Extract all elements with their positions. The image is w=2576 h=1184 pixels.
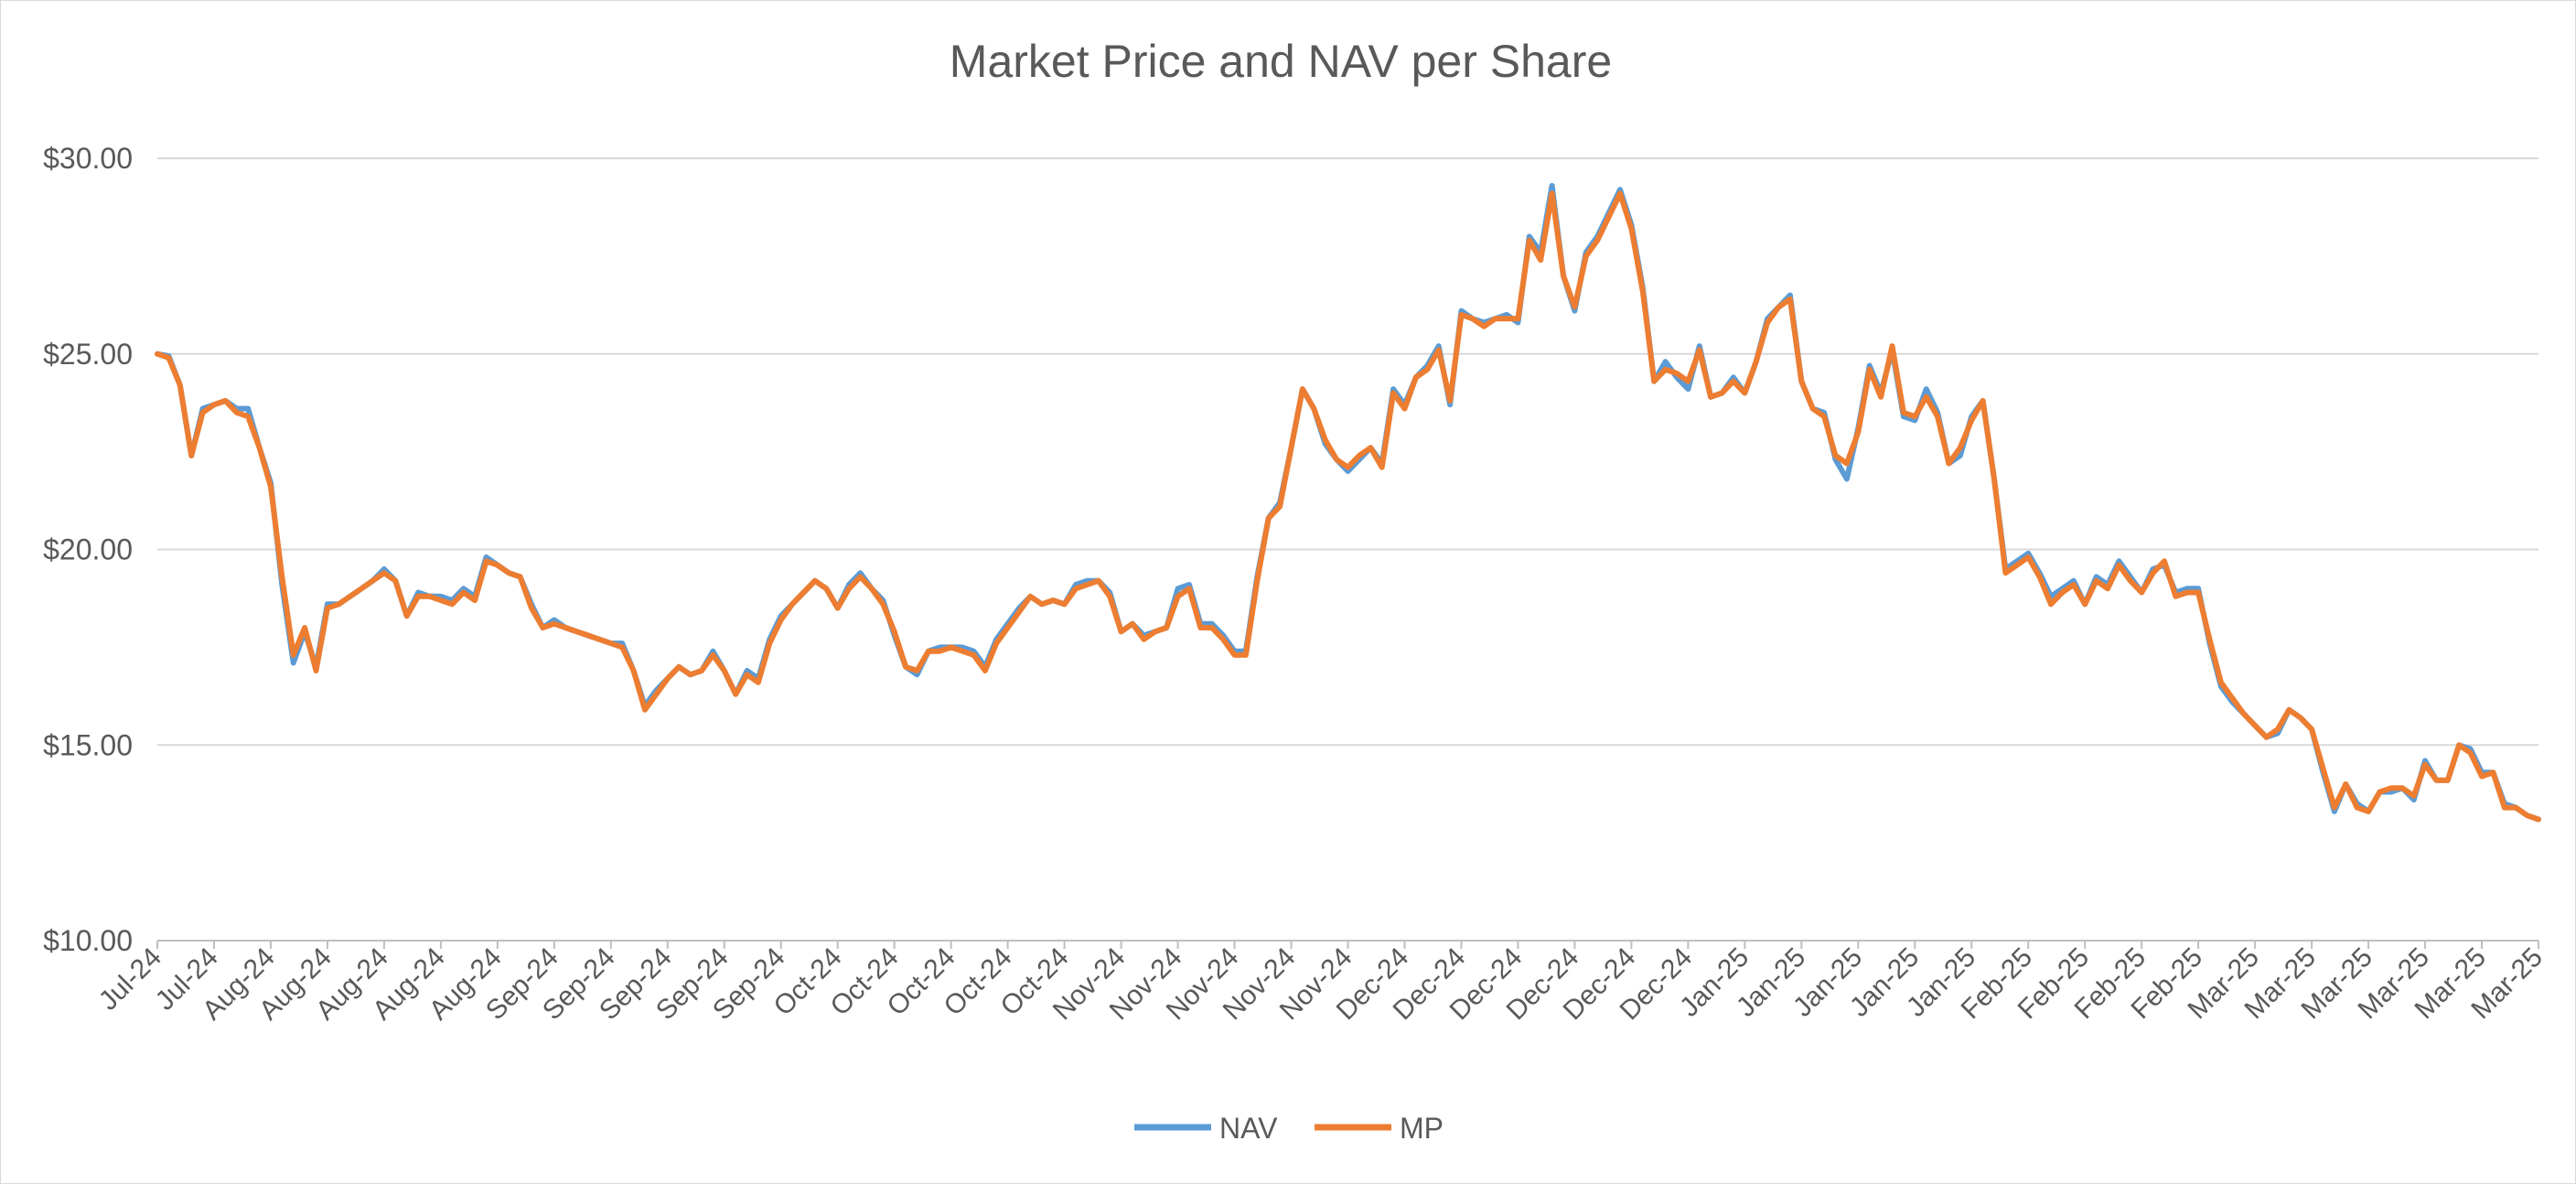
chart-title: Market Price and NAV per Share	[950, 36, 1612, 87]
y-tick-label: $10.00	[43, 924, 133, 957]
legend-label-nav: NAV	[1219, 1112, 1278, 1145]
series-line-nav	[155, 182, 2541, 823]
y-tick-label: $30.00	[43, 142, 133, 175]
legend-label-mp: MP	[1400, 1112, 1444, 1145]
series-lines	[155, 182, 2541, 823]
gridlines	[157, 157, 2538, 747]
y-tick-label: $20.00	[43, 533, 133, 566]
y-tick-label: $15.00	[43, 728, 133, 761]
series-line-mp	[155, 190, 2541, 823]
legend-item-nav: NAV	[1134, 1112, 1278, 1145]
y-axis-ticks: $10.00 $15.00 $20.00 $25.00 $30.00	[43, 142, 133, 957]
y-tick-label: $25.00	[43, 338, 133, 371]
legend-item-mp: MP	[1315, 1112, 1444, 1145]
legend: NAV MP	[1134, 1112, 1444, 1145]
x-axis-ticks: Jul-24Jul-24Aug-24Aug-24Aug-24Aug-24Aug-…	[93, 941, 2549, 1026]
